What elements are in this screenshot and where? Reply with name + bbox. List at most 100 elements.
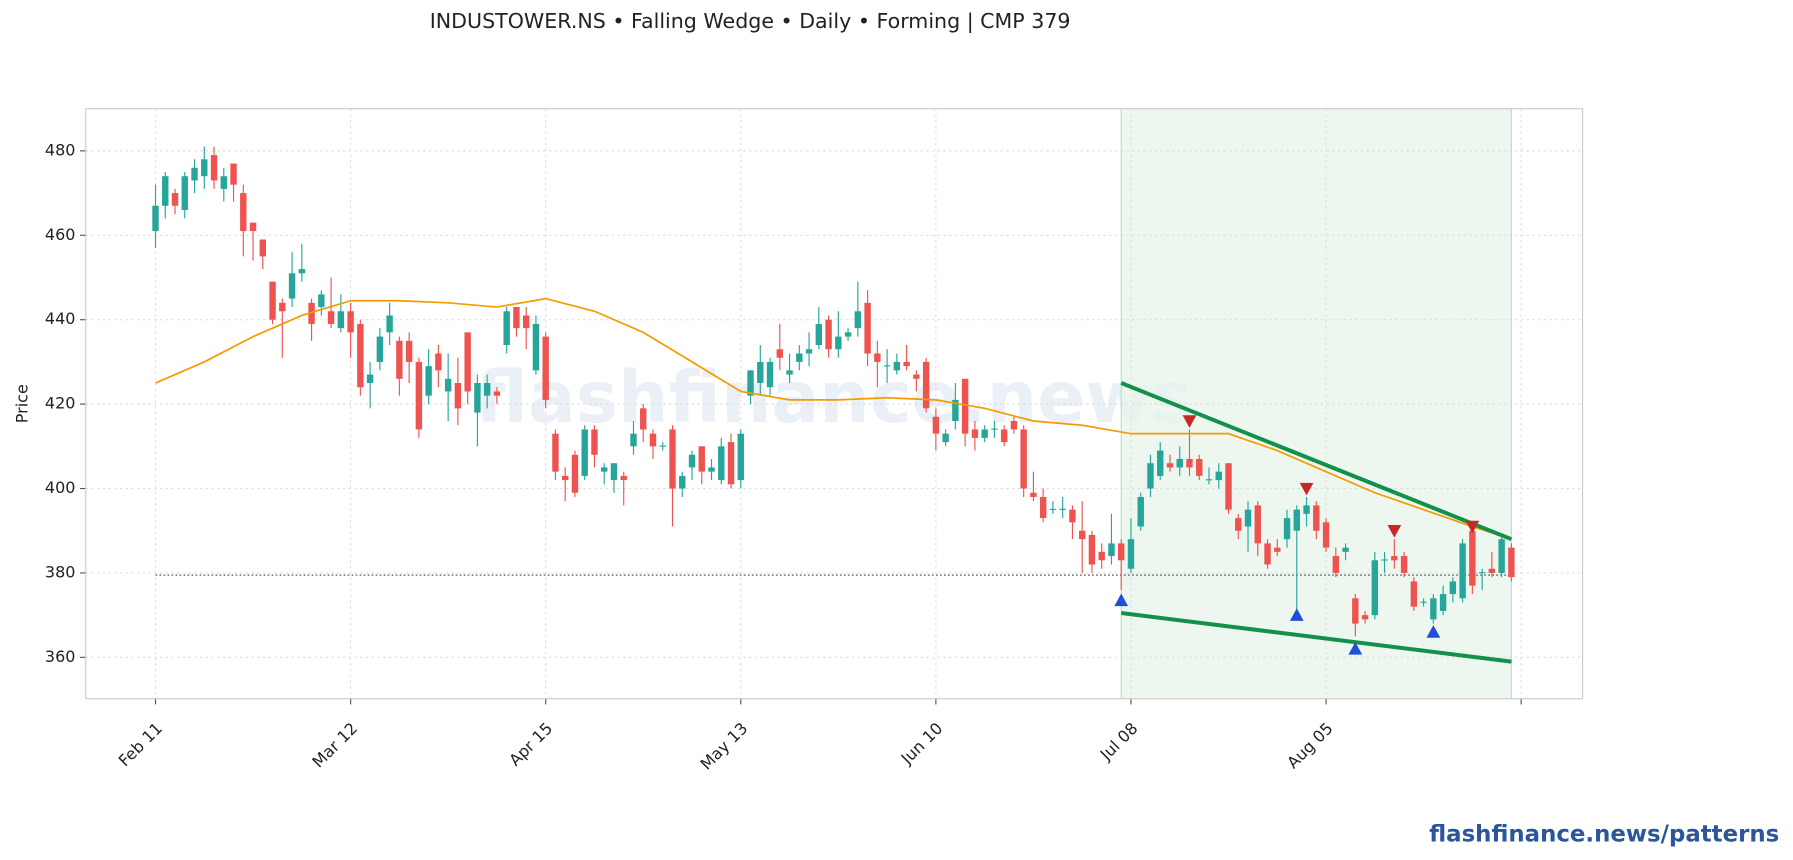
candle-body xyxy=(747,370,754,396)
y-axis-label: Price xyxy=(12,384,31,423)
candle-body xyxy=(766,361,774,388)
swing-low xyxy=(1426,625,1441,638)
candle-body xyxy=(1342,547,1349,552)
candle-body xyxy=(1030,492,1037,497)
candle-body xyxy=(1469,530,1476,586)
candle-body xyxy=(669,429,676,489)
candle-body xyxy=(396,340,403,379)
candle-body xyxy=(679,475,686,489)
candle-body xyxy=(552,433,559,472)
candle-body xyxy=(1274,547,1281,552)
x-tick-label: Jul 08 xyxy=(1096,719,1142,765)
y-tick-label: 460 xyxy=(45,225,76,244)
candle-body xyxy=(464,332,471,392)
candle-body xyxy=(444,378,452,392)
candle-body xyxy=(483,383,491,396)
candle-body xyxy=(1264,543,1271,565)
candle-body xyxy=(1010,421,1018,430)
candle-body xyxy=(757,361,764,384)
candle-body xyxy=(649,433,657,447)
footer: flashfinance.news/patterns xyxy=(1429,821,1779,847)
candle-body xyxy=(630,433,637,447)
y-tick-label: 420 xyxy=(45,394,76,413)
candle-body xyxy=(1147,463,1154,489)
candle-body xyxy=(1303,505,1310,514)
candle-body xyxy=(1039,496,1047,519)
candle-body xyxy=(961,378,969,434)
x-tick-label: Aug 05 xyxy=(1283,719,1337,773)
y-tick-label: 440 xyxy=(45,309,76,328)
candle-body xyxy=(1420,601,1427,603)
candle-body xyxy=(191,167,198,181)
swing-low xyxy=(1348,642,1363,655)
candle-body xyxy=(874,353,881,362)
x-tick-label: Jun 10 xyxy=(897,719,947,769)
candle-body xyxy=(1459,543,1466,599)
swing-low xyxy=(1114,593,1129,607)
candle-body xyxy=(1313,505,1320,531)
candle-body xyxy=(1391,556,1398,561)
candle-body xyxy=(1439,594,1447,611)
candle-body xyxy=(1118,543,1125,561)
candle-body xyxy=(201,159,208,177)
candle-body xyxy=(932,416,940,434)
candle-body xyxy=(1430,598,1437,620)
candle-body xyxy=(952,399,959,422)
plot-frame xyxy=(85,108,1584,700)
candle-body xyxy=(513,307,520,329)
candle-body xyxy=(815,323,823,346)
candle-body xyxy=(620,475,627,481)
candle-body xyxy=(1508,547,1515,578)
candle-body xyxy=(1049,508,1057,510)
candle-body xyxy=(913,374,920,379)
candle-body xyxy=(688,454,696,468)
candle-body xyxy=(405,340,413,362)
candle-body xyxy=(376,336,384,362)
candle-body xyxy=(796,353,803,362)
candle-body xyxy=(1157,450,1164,476)
candle-body xyxy=(571,454,579,493)
candle-body xyxy=(493,391,501,396)
candle-body xyxy=(991,428,998,430)
candle-body xyxy=(366,374,374,384)
candle-body xyxy=(1088,534,1096,565)
candle-body xyxy=(640,408,647,430)
candle-body xyxy=(1127,539,1135,569)
wedge-upper xyxy=(1120,381,1513,542)
candle-body xyxy=(1254,505,1261,544)
candle-body xyxy=(269,281,276,320)
candle-body xyxy=(288,273,296,299)
candle-body xyxy=(1293,509,1300,531)
y-tick-label: 400 xyxy=(45,478,76,497)
candle-body xyxy=(844,332,852,337)
x-tick-label: May 13 xyxy=(697,719,752,774)
y-tick-label: 480 xyxy=(45,140,76,159)
candle-body xyxy=(708,467,715,472)
candle-body xyxy=(357,323,364,388)
candle-body xyxy=(1488,568,1496,573)
candle-body xyxy=(1235,518,1242,531)
candle-body xyxy=(347,311,354,333)
candle-body xyxy=(1400,556,1408,573)
candle-body xyxy=(249,222,257,232)
candle-body xyxy=(162,176,169,206)
candle-body xyxy=(561,475,569,481)
wedge-lower xyxy=(1120,611,1512,664)
candle-body xyxy=(825,319,832,350)
candle-body xyxy=(698,446,705,472)
candle-body xyxy=(591,429,598,455)
candle-body xyxy=(259,239,267,257)
y-tick-label: 380 xyxy=(45,562,76,581)
candle-body xyxy=(454,383,462,409)
y-tick-label: 360 xyxy=(45,647,76,666)
candle-body xyxy=(981,429,988,438)
candle-body xyxy=(1498,539,1505,573)
candle-body xyxy=(386,315,393,333)
candle-body xyxy=(1381,559,1388,561)
candle-body xyxy=(1410,581,1418,607)
candle-body xyxy=(532,323,540,371)
candle-body xyxy=(415,361,423,430)
candle-body xyxy=(1069,509,1076,523)
candle-body xyxy=(337,311,345,329)
candle-body xyxy=(942,433,949,443)
